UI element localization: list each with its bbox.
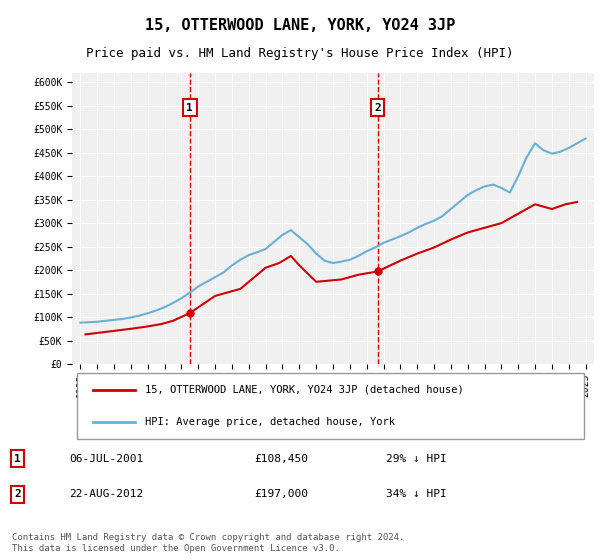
Text: 34% ↓ HPI: 34% ↓ HPI — [386, 489, 447, 500]
Text: £197,000: £197,000 — [254, 489, 308, 500]
FancyBboxPatch shape — [77, 374, 584, 439]
Text: 2: 2 — [14, 489, 21, 500]
Text: 1: 1 — [187, 102, 193, 113]
Text: 1: 1 — [14, 454, 21, 464]
Text: Price paid vs. HM Land Registry's House Price Index (HPI): Price paid vs. HM Land Registry's House … — [86, 48, 514, 60]
Text: 29% ↓ HPI: 29% ↓ HPI — [386, 454, 447, 464]
Text: 06-JUL-2001: 06-JUL-2001 — [70, 454, 144, 464]
Text: £108,450: £108,450 — [254, 454, 308, 464]
Text: 15, OTTERWOOD LANE, YORK, YO24 3JP: 15, OTTERWOOD LANE, YORK, YO24 3JP — [145, 18, 455, 33]
Text: Contains HM Land Registry data © Crown copyright and database right 2024.
This d: Contains HM Land Registry data © Crown c… — [12, 533, 404, 553]
Text: 2: 2 — [374, 102, 381, 113]
Text: 15, OTTERWOOD LANE, YORK, YO24 3JP (detached house): 15, OTTERWOOD LANE, YORK, YO24 3JP (deta… — [145, 385, 464, 395]
Text: HPI: Average price, detached house, York: HPI: Average price, detached house, York — [145, 417, 395, 427]
Text: 22-AUG-2012: 22-AUG-2012 — [70, 489, 144, 500]
